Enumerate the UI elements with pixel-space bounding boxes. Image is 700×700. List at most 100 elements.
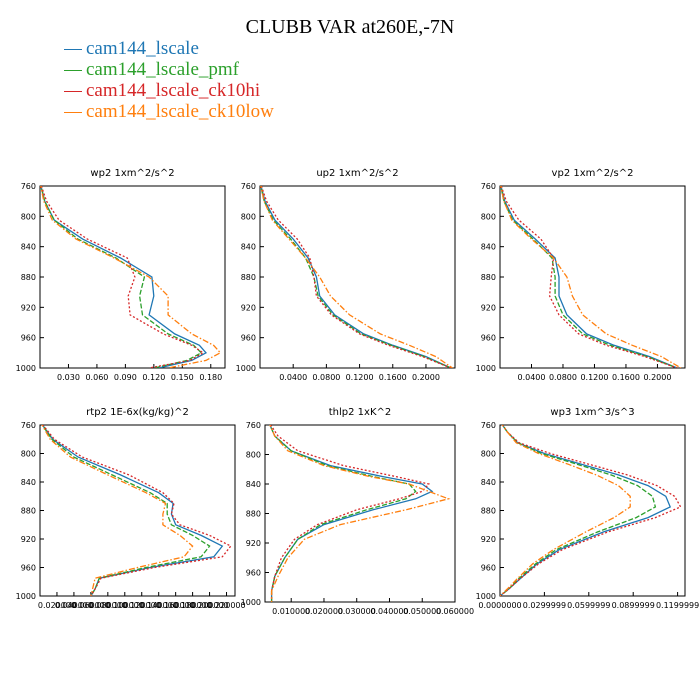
series-line <box>500 186 682 368</box>
x-tick-label: 0.0800 <box>549 373 577 382</box>
y-tick-label: 880 <box>21 273 36 282</box>
legend-item: cam144_lscale <box>64 38 274 59</box>
chart-panel: vp2 1xm^2/s^2 760 800 840 880 920 960 1000 0.040… <box>476 168 686 382</box>
series-line <box>40 186 222 368</box>
y-tick-label: 840 <box>241 243 256 252</box>
legend: cam144_lscale cam144_lscale_pmf cam144_l… <box>64 38 274 122</box>
x-tick-label: 0.150 <box>171 373 194 382</box>
plot-frame <box>499 424 686 597</box>
plot-frame <box>499 185 686 369</box>
series-line <box>260 186 452 368</box>
x-tick-label: 0.080000 <box>89 601 127 610</box>
legend-swatch <box>64 49 82 51</box>
series-group <box>40 186 222 368</box>
x-tick-label: 0.090 <box>114 373 137 382</box>
x-tick-label: 0.180000 <box>174 601 212 610</box>
x-tick-label: 0.1200 <box>346 373 374 382</box>
y-tick-label: 840 <box>481 243 496 252</box>
y-tick-label: 960 <box>241 334 256 343</box>
x-tick-label: 0.0299999 <box>523 601 566 610</box>
legend-swatch <box>64 91 82 93</box>
chart-panel: up2 1xm^2/s^2 760 800 840 880 920 960 1000 0.040… <box>236 168 456 382</box>
x-tick-label: 0.1200 <box>580 373 608 382</box>
x-tick-label: 0.030000 <box>338 607 376 616</box>
y-tick-label: 960 <box>481 334 496 343</box>
y-tick-label: 960 <box>481 564 496 573</box>
y-tick-label: 760 <box>21 421 36 430</box>
y-tick-label: 1000 <box>241 598 261 607</box>
plot-frame <box>39 185 226 369</box>
chart-title: up2 1xm^2/s^2 <box>316 168 398 179</box>
x-tick-label: 0.040000 <box>55 601 93 610</box>
y-tick-label: 760 <box>241 182 256 191</box>
y-tick-label: 960 <box>21 334 36 343</box>
legend-item: cam144_lscale_ck10low <box>64 101 274 122</box>
chart-title: thlp2 1xK^2 <box>329 407 392 418</box>
series-line <box>500 425 657 596</box>
x-tick-label: 0.160000 <box>157 601 195 610</box>
chart-panel: wp2 1xm^2/s^2 760 800 840 880 920 960 1000 0.030… <box>16 168 226 382</box>
x-tick-label: 0.010000 <box>272 607 310 616</box>
x-tick-label: 0.2000 <box>412 373 440 382</box>
y-tick-label: 880 <box>481 273 496 282</box>
chart-title: rtp2 1E-6x(kg/kg)^2 <box>86 407 189 418</box>
x-tick-label: 0.120 <box>142 373 165 382</box>
x-tick-label: 0.120000 <box>123 601 161 610</box>
x-tick-label: 0.220000 <box>207 601 245 610</box>
legend-label: cam144_lscale_pmf <box>86 59 240 80</box>
series-line <box>500 186 678 368</box>
y-tick-label: 800 <box>241 212 256 221</box>
chart-panel: wp3 1xm^3/s^3 760 800 840 880 920 960 10000.000… <box>476 407 700 610</box>
x-tick-label: 0.030 <box>57 373 80 382</box>
y-tick-label: 920 <box>246 539 261 548</box>
x-tick-label: 0.060000 <box>72 601 110 610</box>
series-line <box>40 186 205 368</box>
x-tick-label: 0.0000000 <box>478 601 521 610</box>
series-line <box>260 186 453 368</box>
series-line <box>500 425 631 596</box>
y-tick-label: 920 <box>481 303 496 312</box>
series-line <box>269 425 417 602</box>
y-tick-label: 800 <box>481 450 496 459</box>
x-tick-label: 0.050000 <box>403 607 441 616</box>
series-line <box>41 425 224 596</box>
series-line <box>269 425 431 602</box>
y-tick-label: 920 <box>241 303 256 312</box>
series-line <box>41 425 211 596</box>
x-tick-label: 0.1600 <box>379 373 407 382</box>
x-tick-label: 0.140000 <box>140 601 178 610</box>
x-tick-label: 0.040000 <box>370 607 408 616</box>
y-tick-label: 880 <box>21 507 36 516</box>
x-tick-label: 0.0400 <box>517 373 545 382</box>
y-tick-label: 760 <box>481 421 496 430</box>
legend-swatch <box>64 112 82 114</box>
y-tick-label: 840 <box>481 478 496 487</box>
x-tick-label: 0.200000 <box>190 601 228 610</box>
legend-item: cam144_lscale_pmf <box>64 59 274 80</box>
x-tick-label: 0.180 <box>199 373 222 382</box>
series-line <box>40 186 208 368</box>
legend-swatch <box>64 70 82 72</box>
y-tick-label: 840 <box>21 478 36 487</box>
y-tick-label: 760 <box>21 182 36 191</box>
series-line <box>41 425 194 596</box>
chart-title: wp2 1xm^2/s^2 <box>90 168 174 179</box>
y-tick-label: 1000 <box>16 592 36 601</box>
plot-frame <box>259 185 456 369</box>
y-tick-label: 760 <box>481 182 496 191</box>
y-tick-label: 1000 <box>476 592 496 601</box>
series-line <box>500 186 678 368</box>
series-line <box>260 186 452 368</box>
y-tick-label: 880 <box>246 510 261 519</box>
chart-title: wp3 1xm^3/s^3 <box>550 407 634 418</box>
y-tick-label: 920 <box>21 303 36 312</box>
chart-panel: rtp2 1E-6x(kg/kg)^2 760 800 840 880 920 960 100… <box>16 407 246 610</box>
series-line <box>269 425 451 602</box>
legend-item: cam144_lscale_ck10hi <box>64 80 274 101</box>
legend-label: cam144_lscale_ck10hi <box>86 80 261 101</box>
series-line <box>269 425 434 602</box>
y-tick-label: 920 <box>21 535 36 544</box>
y-tick-label: 800 <box>246 451 261 460</box>
y-tick-label: 840 <box>246 480 261 489</box>
